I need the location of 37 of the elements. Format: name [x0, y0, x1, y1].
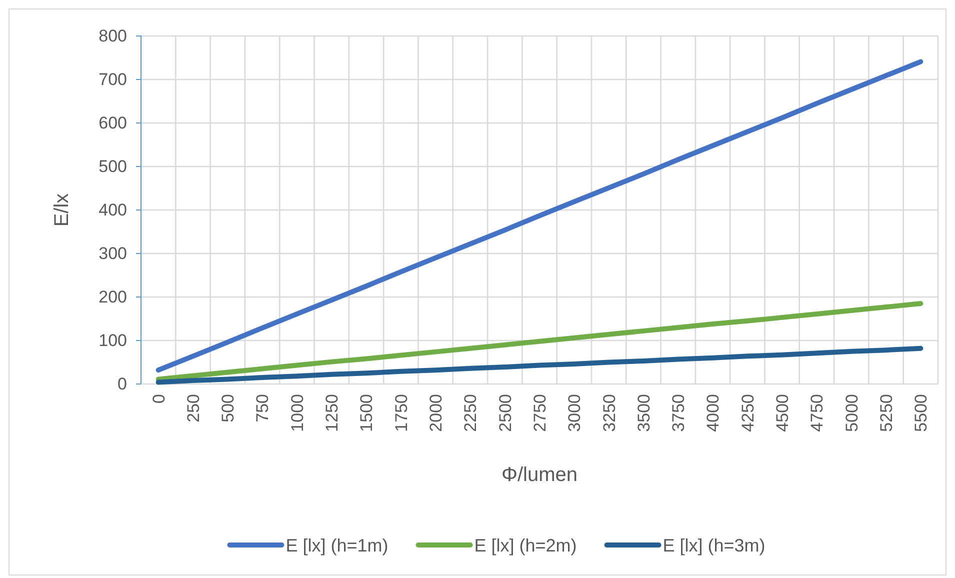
x-tick-label: 3000 [565, 394, 584, 432]
y-axis-title: E/lx [51, 193, 73, 227]
x-tick-label: 5500 [912, 394, 931, 432]
x-tick-label: 3250 [600, 394, 619, 432]
y-tick-label: 800 [98, 26, 127, 46]
y-tick-label: 300 [98, 244, 127, 263]
x-tick-label: 2000 [426, 394, 446, 432]
y-tick-label: 0 [118, 374, 127, 394]
x-tick-label: 1000 [288, 394, 307, 432]
x-tick-label: 4250 [738, 394, 758, 432]
x-tick-label: 1750 [392, 394, 411, 432]
x-tick-label: 3750 [669, 394, 688, 432]
x-tick-label: 250 [184, 394, 203, 422]
x-tick-label: 4500 [773, 394, 792, 432]
x-tick-label: 3500 [634, 394, 654, 432]
legend-label: E [lx] (h=1m) [286, 535, 388, 556]
legend-label: E [lx] (h=2m) [474, 535, 577, 556]
x-tick-label: 2250 [461, 394, 480, 432]
y-tick-label: 400 [98, 200, 127, 220]
x-tick-label: 1500 [357, 394, 376, 432]
x-tick-label: 5250 [876, 394, 896, 432]
x-tick-label: 2750 [530, 394, 550, 432]
y-tick-label: 100 [98, 330, 127, 350]
x-tick-label: 4000 [704, 394, 723, 432]
x-tick-label: 500 [218, 394, 238, 422]
x-tick-label: 0 [149, 394, 168, 404]
legend-label: E [lx] (h=3m) [662, 535, 766, 556]
y-tick-label: 200 [98, 287, 127, 306]
x-tick-label: 2500 [496, 394, 515, 432]
y-tick-label: 600 [98, 113, 127, 132]
x-tick-label: 1250 [322, 394, 342, 432]
x-tick-label: 750 [253, 394, 272, 422]
x-axis-title: Φ/lumen [502, 464, 578, 486]
y-tick-label: 500 [98, 156, 127, 176]
x-tick-label: 4750 [808, 394, 827, 432]
x-tick-label: 5000 [842, 394, 862, 432]
y-tick-label: 700 [98, 70, 127, 89]
